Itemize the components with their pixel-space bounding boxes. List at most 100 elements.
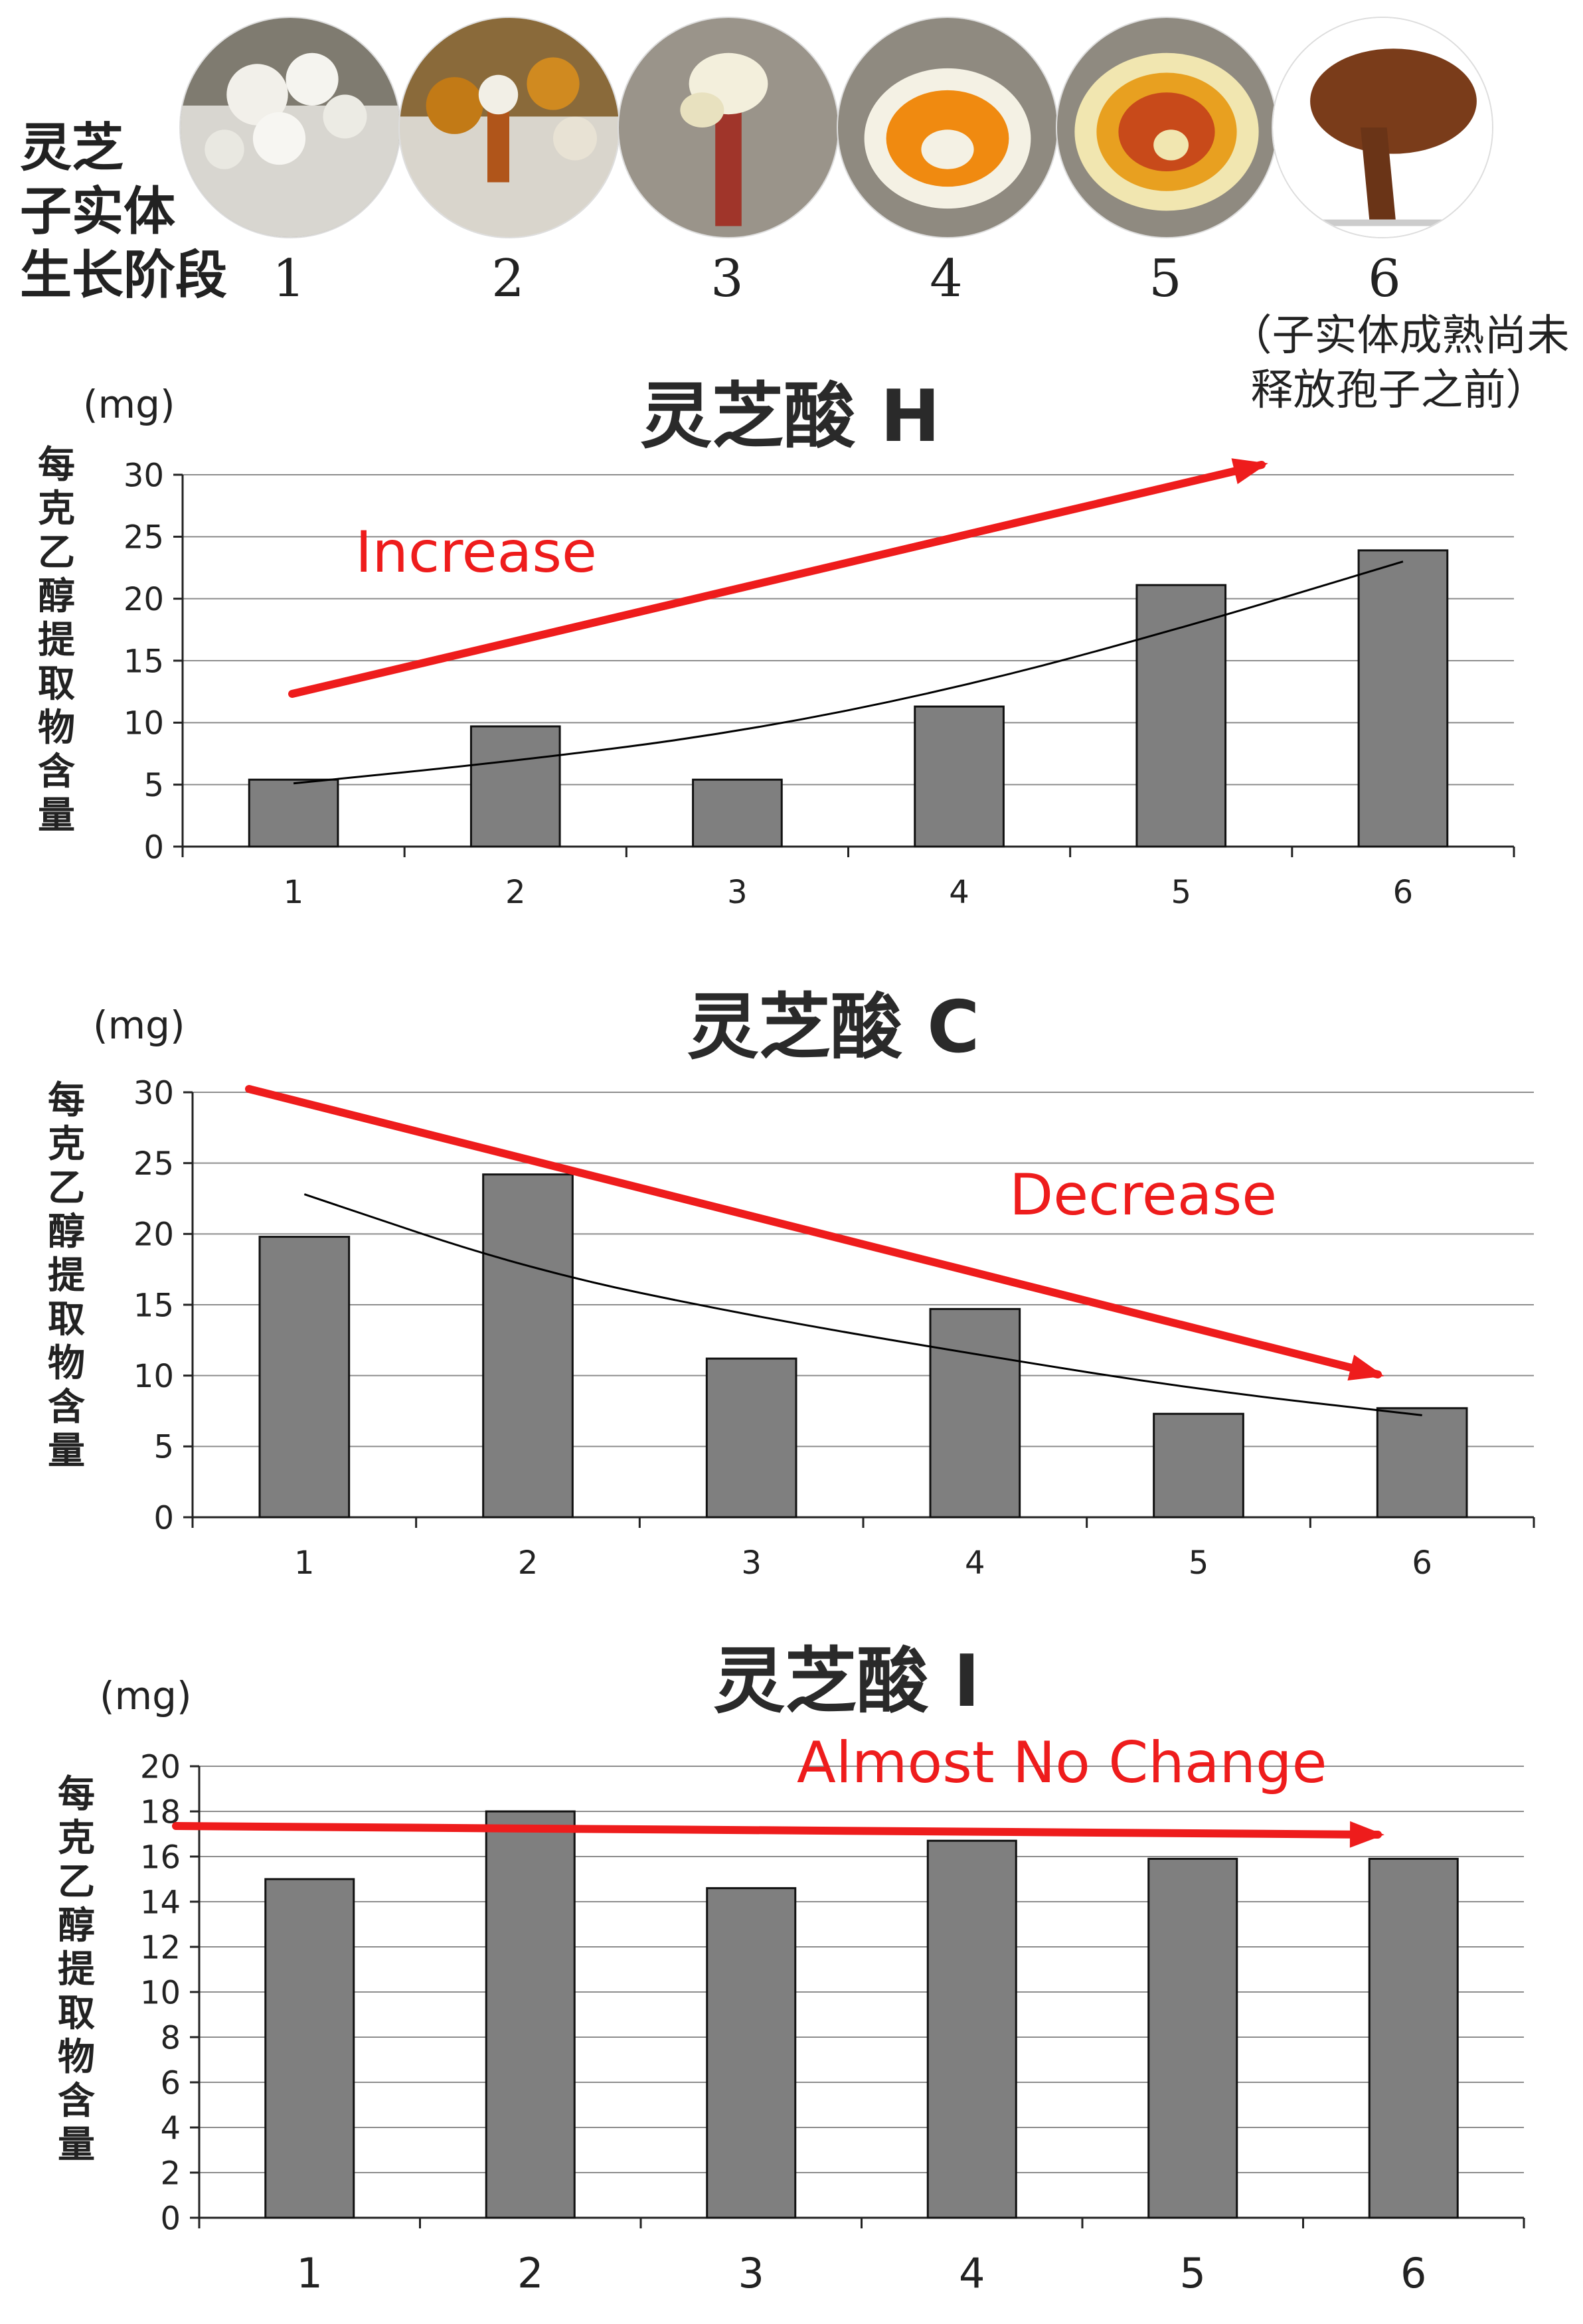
stage-number: 5 [1149, 249, 1182, 309]
stage-6-note: （子实体成熟尚未 释放孢子之前） [1218, 309, 1580, 418]
trendline [293, 560, 1404, 785]
y-axis-label-c: 每克乙醇提取物含量 [48, 1079, 85, 1473]
bar-chart-h: 0 5 10 15 20 25 30 1 2 3 4 5 6 [124, 457, 1515, 911]
y-tick-label: 15 [124, 643, 164, 680]
bar [1357, 549, 1449, 848]
y-tick-label: 30 [124, 457, 164, 494]
y-tick-label: 0 [153, 1499, 174, 1536]
x-tick-label: 2 [505, 874, 526, 911]
stage-number: 4 [930, 249, 963, 309]
chart-title-c: 灵芝酸 C [687, 986, 980, 1069]
bar [1147, 1857, 1238, 2219]
y-tick-label: 10 [133, 1358, 174, 1395]
trend-arrow [288, 461, 1266, 698]
bar [482, 1173, 574, 1519]
y-tick-label: 2 [160, 2155, 181, 2192]
x-tick-label: 2 [518, 1544, 539, 1582]
x-tick-label: 4 [959, 2249, 985, 2297]
y-tick-label: 6 [160, 2064, 181, 2102]
x-tick-label: 6 [1393, 874, 1414, 911]
x-tick-label: 6 [1412, 1544, 1432, 1582]
chart-title-h: 灵芝酸 H [640, 375, 940, 458]
y-tick-label: 0 [143, 829, 164, 866]
bar [914, 705, 1005, 848]
y-tick-label: 20 [133, 1216, 174, 1254]
x-tick-label: 1 [297, 2249, 323, 2297]
y-tick-label: 10 [140, 1974, 181, 2011]
bar [705, 1357, 797, 1519]
trend-arrowhead [1349, 1821, 1384, 1848]
trend-arrowhead [1347, 1355, 1384, 1381]
bar [485, 1810, 576, 2219]
bar [258, 1236, 351, 1519]
chart-unit-h: (mg) [83, 382, 175, 427]
x-tick-label: 1 [284, 874, 304, 911]
x-tick-label: 3 [738, 2249, 764, 2297]
y-tick-label: 15 [133, 1287, 174, 1324]
y-tick-label: 12 [140, 1929, 181, 1966]
bar [264, 1878, 355, 2219]
y-tick-label: 10 [124, 705, 164, 742]
bar [1376, 1407, 1468, 1519]
chart-unit-c: (mg) [93, 1003, 185, 1048]
x-tick-label: 5 [1171, 874, 1191, 911]
trendline [303, 1193, 1422, 1416]
stage-number: 1 [272, 249, 305, 309]
x-tick-label: 6 [1400, 2249, 1426, 2297]
x-tick-label: 4 [949, 874, 969, 911]
young-stalk-photo-icon [618, 17, 839, 238]
bar [706, 1887, 797, 2219]
y-tick-label: 8 [160, 2019, 181, 2056]
chart-unit-i: (mg) [100, 1673, 192, 1718]
stage-note-line: 释放孢子之前） [1250, 366, 1548, 415]
trend-arrow [245, 1085, 1382, 1378]
y-tick-label: 5 [153, 1429, 174, 1466]
y-axis-label-h: 每克乙醇提取物含量 [38, 444, 75, 837]
trend-annotation-no-change: Almost No Change [797, 1730, 1327, 1796]
bar [926, 1839, 1017, 2219]
stage-number: 6 [1368, 249, 1401, 309]
x-tick-label: 1 [294, 1544, 315, 1582]
stage-label-line: 生长阶段 [20, 246, 228, 305]
bar-chart-c: 0 5 10 15 20 25 30 1 2 3 4 5 6 [133, 1074, 1535, 1582]
trend-arrowhead [1231, 458, 1268, 485]
x-tick-label: 5 [1180, 2249, 1206, 2297]
bar [692, 778, 783, 848]
x-tick-label: 2 [517, 2249, 543, 2297]
y-tick-label: 20 [124, 581, 164, 618]
stage-row-label: 灵芝 子实体 生长阶段 [20, 116, 227, 307]
stage-label-line: 灵芝 [20, 118, 124, 178]
bar [248, 778, 339, 848]
y-tick-label: 14 [140, 1884, 181, 1921]
chart-title-i: 灵芝酸 I [713, 1640, 980, 1723]
y-axis-label-i: 每克乙醇提取物含量 [58, 1773, 95, 2167]
y-tick-label: 30 [133, 1074, 174, 1112]
bar [1368, 1857, 1459, 2219]
bar [1153, 1412, 1244, 1519]
y-tick-label: 5 [143, 767, 164, 804]
x-tick-label: 3 [727, 874, 748, 911]
cap-forming-photo-icon [837, 17, 1058, 238]
y-tick-label: 20 [140, 1748, 181, 1785]
x-tick-label: 3 [741, 1544, 762, 1582]
x-tick-label: 5 [1189, 1544, 1209, 1582]
stage-number: 2 [491, 249, 525, 309]
trend-annotation-decrease: Decrease [1009, 1162, 1278, 1228]
y-tick-label: 0 [160, 2200, 181, 2237]
bar [929, 1307, 1021, 1519]
y-tick-label: 4 [160, 2110, 181, 2147]
stage-note-line: （子实体成熟尚未 [1229, 311, 1570, 361]
trend-arrow [172, 1822, 1382, 1839]
y-tick-label: 25 [124, 519, 164, 556]
mycelium-photo-icon [179, 17, 401, 238]
y-tick-label: 25 [133, 1145, 174, 1183]
trend-annotation-increase: Increase [355, 519, 597, 586]
bar [469, 725, 561, 848]
stage-label-line: 子实体 [20, 182, 176, 242]
mature-fruiting-body-photo-icon [1272, 17, 1493, 238]
bar [1135, 584, 1227, 848]
x-tick-label: 4 [965, 1544, 985, 1582]
primordia-photo-icon [398, 17, 620, 238]
stage-number: 3 [710, 249, 744, 309]
